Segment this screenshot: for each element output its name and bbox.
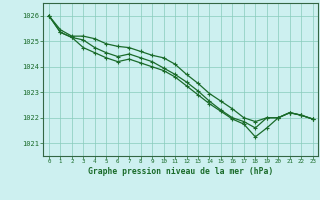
X-axis label: Graphe pression niveau de la mer (hPa): Graphe pression niveau de la mer (hPa) xyxy=(88,167,273,176)
